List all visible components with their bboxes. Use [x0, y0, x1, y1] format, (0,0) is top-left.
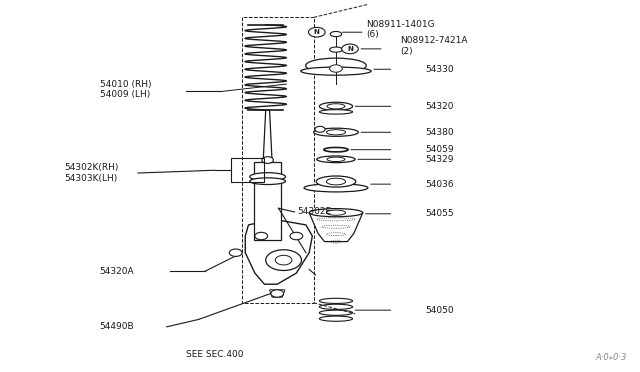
Ellipse shape [306, 58, 366, 73]
Text: 54302E: 54302E [298, 208, 332, 217]
Ellipse shape [309, 209, 363, 217]
Text: 54302K(RH)
54303K(LH): 54302K(RH) 54303K(LH) [65, 163, 119, 183]
Ellipse shape [317, 156, 355, 163]
Ellipse shape [327, 104, 345, 109]
Text: N08912-7421A
(2): N08912-7421A (2) [400, 36, 467, 55]
Ellipse shape [326, 210, 346, 215]
Circle shape [275, 255, 292, 265]
Ellipse shape [301, 67, 371, 75]
Text: N: N [314, 29, 320, 35]
Text: 54490B: 54490B [100, 322, 134, 331]
Text: 54329: 54329 [426, 155, 454, 164]
Text: N08911-1401G
(6): N08911-1401G (6) [367, 20, 435, 39]
Polygon shape [245, 219, 312, 284]
Text: SEE SEC.400: SEE SEC.400 [186, 350, 243, 359]
Circle shape [271, 290, 284, 297]
Ellipse shape [315, 126, 325, 132]
Ellipse shape [304, 184, 368, 192]
Circle shape [266, 250, 301, 270]
Ellipse shape [330, 47, 342, 52]
Ellipse shape [250, 178, 285, 185]
FancyBboxPatch shape [254, 162, 281, 240]
Ellipse shape [319, 110, 353, 114]
Polygon shape [263, 110, 272, 162]
Text: 54320A: 54320A [100, 267, 134, 276]
Ellipse shape [327, 157, 345, 161]
Ellipse shape [250, 173, 285, 181]
Circle shape [255, 232, 268, 240]
Ellipse shape [326, 178, 346, 185]
Circle shape [342, 44, 358, 54]
Circle shape [290, 232, 303, 240]
Circle shape [308, 28, 325, 37]
Ellipse shape [330, 32, 342, 37]
Ellipse shape [319, 298, 353, 304]
Text: 54036: 54036 [426, 180, 454, 189]
Ellipse shape [319, 304, 353, 310]
Ellipse shape [326, 130, 346, 135]
Text: 54380: 54380 [426, 128, 454, 137]
Text: 54320: 54320 [426, 102, 454, 111]
Text: 54059: 54059 [426, 145, 454, 154]
Text: N: N [347, 46, 353, 52]
Ellipse shape [319, 102, 353, 110]
Ellipse shape [319, 316, 353, 321]
Circle shape [229, 249, 242, 256]
Ellipse shape [319, 310, 353, 315]
Polygon shape [269, 290, 285, 297]
Text: 54050: 54050 [426, 306, 454, 315]
Ellipse shape [262, 157, 273, 163]
Ellipse shape [324, 147, 348, 152]
Text: 54010 (RH)
54009 (LH): 54010 (RH) 54009 (LH) [100, 80, 151, 99]
Ellipse shape [314, 128, 358, 137]
Text: 54055: 54055 [426, 209, 454, 218]
Polygon shape [309, 213, 363, 241]
Text: A·0⁎0·3: A·0⁎0·3 [595, 353, 627, 362]
Ellipse shape [316, 176, 356, 187]
Text: 54330: 54330 [426, 65, 454, 74]
Circle shape [330, 65, 342, 72]
